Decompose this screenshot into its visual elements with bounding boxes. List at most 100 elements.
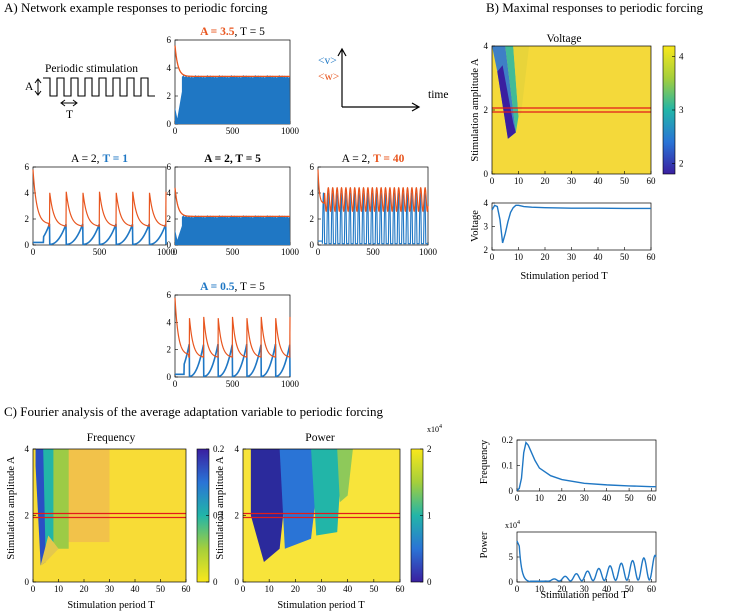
ts3-title: A = 2, T = 5 (204, 153, 261, 165)
legend-v: <v> (318, 55, 337, 67)
b-xlabel: Stimulation period T (520, 271, 608, 282)
power_heat-cbar-label: 0 (427, 577, 432, 587)
ts3-xtick-label: 500 (226, 247, 240, 257)
freq_line-xtick-label: 10 (535, 493, 545, 503)
freq-edge-region (40, 535, 59, 566)
ts5-axes: 0 500 1000 0 2 4 6 A = 0.5, T = 5 (167, 281, 300, 389)
freq_heat-xtick-label: 0 (31, 584, 36, 594)
volt_heat-ytick-label: 4 (484, 41, 489, 51)
freq_heat-colorbar: 0 0.1 0.2 (196, 444, 224, 587)
ts5-ytick-label: 0 (167, 372, 172, 382)
power_heat-xtick-label: 40 (343, 584, 353, 594)
ts5-ytick-label: 6 (167, 290, 172, 300)
ts3-ytick-label: 6 (167, 162, 172, 172)
freq_line-ytick-label: 0.2 (502, 435, 513, 445)
c-power-ylabel: Stimulation amplitude A (215, 456, 226, 560)
ts1-ytick-label: 4 (167, 63, 172, 73)
power_heat-ytick-label: 4 (235, 444, 240, 454)
freq_heat-cbar-label: 0.1 (213, 511, 224, 521)
power_heat-xtick-label: 30 (317, 584, 327, 594)
ts4-xtick-label: 500 (366, 247, 380, 257)
freq_heat-xtick-label: 20 (80, 584, 90, 594)
ts3-xtick-label: 0 (173, 247, 178, 257)
ts3-ytick-label: 2 (167, 214, 172, 224)
ts5-v-series (175, 343, 291, 378)
ts2-xtick-label: 1000 (157, 247, 176, 257)
power-cbar-exp: x10 (427, 425, 439, 434)
volt_heat-cbar-label: 3 (679, 105, 684, 115)
ts2-ytick-label: 4 (25, 188, 30, 198)
ts2-w-series (32, 169, 167, 227)
ts4-ytick-label: 2 (310, 214, 315, 224)
volt_line-ytick-label: 3 (484, 222, 489, 232)
period-label: T (66, 109, 73, 121)
ts5-xtick-label: 0 (173, 379, 178, 389)
power_line-xtick-label: 10 (535, 584, 545, 594)
c-line-xlabel: Stimulation period T (540, 590, 628, 601)
ts5-ytick-label: 2 (167, 345, 172, 355)
freq_line-ytick-label: 0 (509, 486, 514, 496)
freq_heat-cbar-label: 0.2 (213, 444, 224, 454)
volt_line-series (491, 204, 651, 244)
freq_heat-ytick-label: 0 (25, 577, 30, 587)
freq_line-ytick-label: 0.1 (502, 461, 513, 471)
ts4-ytick-label: 0 (310, 240, 315, 250)
ts3-v-series (175, 215, 290, 245)
square-wave (43, 77, 155, 97)
c-line-freq-ylabel: Frequency (479, 439, 490, 484)
ts3-xtick-label: 1000 (281, 247, 300, 257)
power_heat-ytick-label: 0 (235, 577, 240, 587)
volt_heat-xtick-label: 10 (514, 176, 524, 186)
power-cbar-exp-sup: 4 (439, 424, 442, 430)
ts3-w-series (174, 187, 290, 218)
ts1-title: A = 3.5, T = 5 (200, 26, 265, 38)
volt_heat-cbar-label: 2 (679, 158, 684, 168)
power_line-xtick-label: 40 (602, 584, 612, 594)
power_line-xtick-label: 0 (515, 584, 520, 594)
power_heat-xtick-label: 10 (265, 584, 275, 594)
section-c-title: C) Fourier analysis of the average adapt… (4, 404, 384, 419)
ts5-xtick-label: 1000 (281, 379, 300, 389)
c-power-xlabel: Stimulation period T (277, 600, 365, 611)
power_heat-cbar-label: 2 (427, 444, 432, 454)
ts4-w-series (317, 169, 429, 213)
section-a-title: A) Network example responses to periodic… (4, 0, 268, 15)
freq_heat-xtick-label: 40 (131, 584, 141, 594)
ts2-xtick-label: 0 (31, 247, 36, 257)
c-freq-ylabel: Stimulation amplitude A (6, 456, 17, 560)
ts1-xtick-label: 0 (173, 126, 178, 136)
volt_line-ytick-label: 2 (484, 245, 489, 255)
volt_heat-axes: 0 10 20 30 40 50 60 0 2 4 (484, 41, 657, 186)
power_heat-ytick-label: 2 (235, 511, 240, 521)
freq_line-xtick-label: 30 (580, 493, 590, 503)
amp-arrow-icon (34, 78, 42, 96)
freq_heat-ytick-label: 2 (25, 511, 30, 521)
ts4-axes: 0 500 1000 0 2 4 6 A = 2, T = 40 (310, 153, 438, 257)
freq_heat-plot (33, 449, 186, 582)
ts4-ytick-label: 4 (310, 188, 315, 198)
freq_heat-ytick-label: 4 (25, 444, 30, 454)
freq_line-xtick-label: 20 (557, 493, 567, 503)
ts4-xtick-label: 0 (316, 247, 321, 257)
power-heat-title: Power (305, 432, 335, 444)
ts1-w-series (174, 45, 290, 78)
stim-label: Periodic stimulation (45, 63, 138, 75)
power-dark-region (250, 449, 291, 563)
legend-w: <w> (318, 71, 339, 83)
power-teal-region (311, 449, 343, 536)
power_heat-cbar-label: 1 (427, 511, 432, 521)
freq_heat-xtick-label: 30 (105, 584, 115, 594)
freq_line-xtick-label: 40 (602, 493, 612, 503)
volt_heat-ytick-label: 0 (484, 169, 489, 179)
volt_heat-plot (492, 46, 651, 174)
power_line-xtick-label: 50 (625, 584, 635, 594)
power_line-xtick-label: 60 (647, 584, 657, 594)
power_line-xtick-label: 30 (580, 584, 590, 594)
power_line-ytick-label: 0 (509, 577, 514, 587)
volt_line-xtick-label: 10 (514, 252, 524, 262)
volt_heat-cbar-label: 4 (679, 52, 684, 62)
ts2-ytick-label: 2 (25, 214, 30, 224)
